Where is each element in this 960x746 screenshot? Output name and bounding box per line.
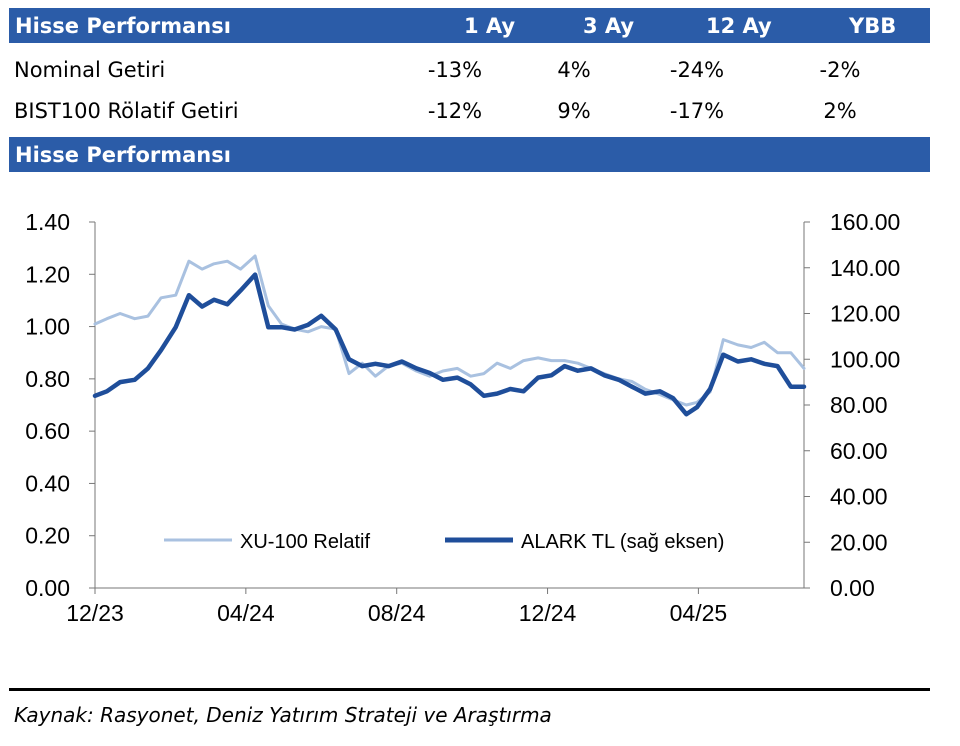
y-right-tick-label: 40.00 [830,484,888,510]
legend-label: ALARK TL (sağ eksen) [521,531,724,553]
column-header-3-ay: 3 Ay [583,13,635,38]
table-cell: 4% [557,58,591,82]
table-cell: -13% [427,58,483,82]
x-tick-label: 08/24 [368,600,426,626]
y-left-tick-label: 1.20 [25,261,70,287]
y-right-tick-label: 60.00 [830,438,888,464]
chart-title: Hisse Performansı [15,142,231,167]
legend-label: XU-100 Relatif [240,531,371,553]
column-header-12-ay: 12 Ay [706,13,772,38]
x-tick-label: 12/24 [519,600,577,626]
y-left-tick-label: 0.20 [25,523,70,549]
y-left-tick-label: 1.40 [25,209,70,235]
table-cell: -2% [819,58,861,82]
table-header: Hisse Performansı 1 Ay 3 Ay 12 Ay YBB [9,8,930,43]
y-right-tick-label: 120.00 [830,301,900,327]
performance-chart: 0.00 0.20 0.40 0.60 0.80 1.00 1.20 1.40 0.00 20.0… [25,209,900,626]
y-right-tick-label: 100.00 [830,346,900,372]
table-cell: -12% [427,99,483,123]
x-tick-label: 12/23 [66,600,124,626]
table-cell: -17% [669,99,725,123]
y-right-tick-label: 20.00 [830,529,888,555]
column-header-1-ay: 1 Ay [464,13,516,38]
y-right-tick-label: 0.00 [830,575,875,601]
table-cell: 9% [557,99,591,123]
table-cell: 2% [823,99,857,123]
y-left-tick-label: 0.40 [25,470,70,496]
divider [9,688,930,691]
table-cell: -24% [669,58,725,82]
y-right-tick-label: 160.00 [830,209,900,235]
row-label: Nominal Getiri [14,58,166,82]
row-label: BIST100 Rölatif Getiri [14,99,239,123]
y-left-tick-label: 0.60 [25,418,70,444]
series-line-xu100-relatif [93,254,806,407]
y-left-tick-label: 1.00 [25,314,70,340]
y-left-tick-label: 0.80 [25,366,70,392]
x-tick-label: 04/25 [670,600,728,626]
y-right-tick-label: 80.00 [830,392,888,418]
source-note: Kaynak: Rasyonet, Deniz Yatırım Strateji… [14,703,552,727]
y-left-tick-label: 0.00 [25,575,70,601]
chart-header: Hisse Performansı [9,137,930,172]
x-tick-label: 04/24 [217,600,275,626]
column-header-ybb: YBB [849,13,897,38]
series-line-alark [92,272,807,417]
table-title: Hisse Performansı [15,13,231,38]
y-right-tick-label: 140.00 [830,255,900,281]
